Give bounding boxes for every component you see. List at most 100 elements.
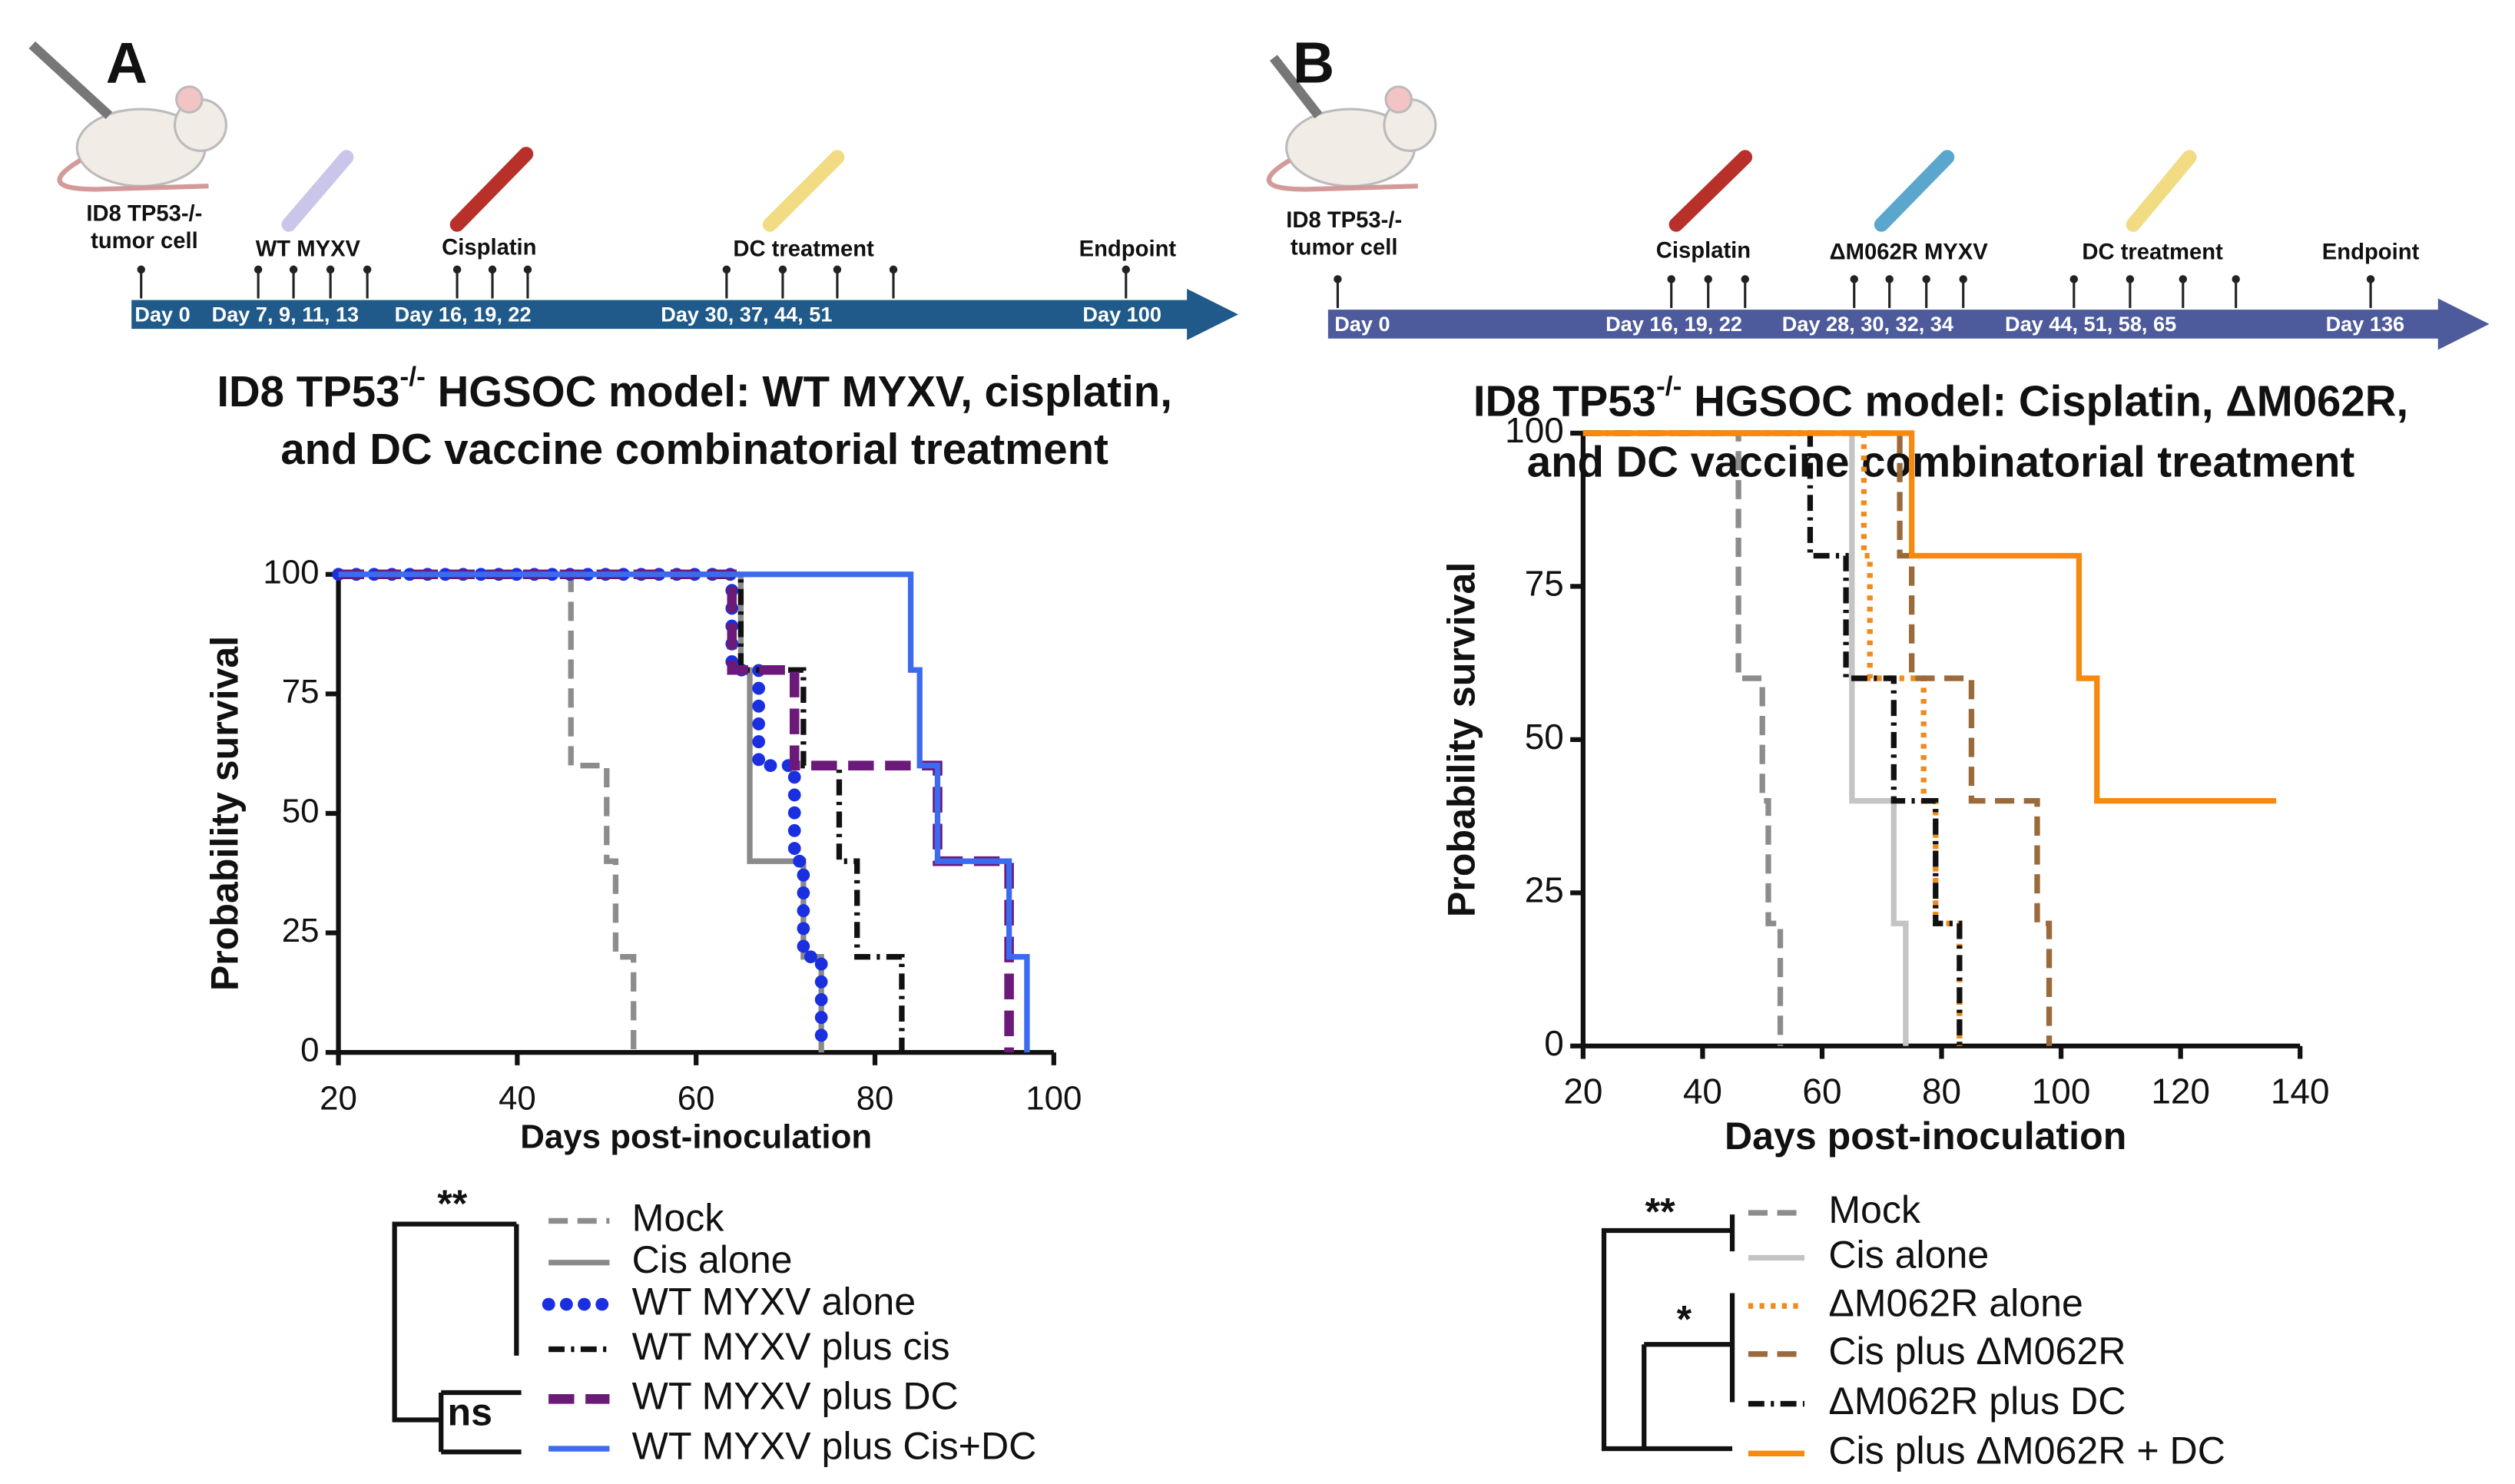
y-tick-label: 100	[1505, 410, 1564, 450]
x-tick-label: 80	[857, 1079, 894, 1117]
legend-label: Cis alone	[632, 1238, 793, 1281]
significance-label: **	[1645, 1190, 1675, 1233]
timeline-tick-dot	[833, 265, 842, 274]
x-tick-label: 60	[1802, 1072, 1841, 1111]
survival-curve	[338, 571, 1030, 1053]
timeline-tick-dot	[889, 265, 898, 274]
x-tick-label: 60	[678, 1079, 715, 1117]
x-tick-label: 80	[1922, 1072, 1961, 1111]
timeline-day-label: Day 16, 19, 22	[395, 303, 532, 326]
timeline-tick-dot	[289, 265, 298, 274]
timeline-arrow	[1327, 298, 2490, 350]
chart-title-part: -/-	[1656, 371, 1682, 402]
survival-curve	[338, 571, 637, 1053]
panel-label: B	[1293, 31, 1334, 95]
legend-label: Cis plus ΔM062R	[1828, 1330, 2126, 1373]
survival-curve	[1582, 430, 2277, 804]
legend-label: ΔM062R alone	[1828, 1281, 2083, 1324]
mouse-icon	[28, 41, 227, 192]
timeline-tick-dot	[326, 265, 335, 274]
chart-title-part: ID8 TP53	[217, 367, 399, 416]
timeline-day-label: Day 0	[134, 303, 190, 326]
y-tick-label: 50	[1525, 717, 1564, 757]
chart-title-part: HGSOC model: WT MYXV, cisplatin,	[426, 367, 1172, 416]
timeline-tick-dot	[2069, 275, 2079, 283]
timeline-label: DC treatment	[733, 237, 874, 262]
timeline-tick-dot	[1704, 275, 1712, 283]
timeline-tick-dot	[523, 265, 532, 274]
timeline-label: Cisplatin	[1656, 239, 1751, 263]
y-tick-label: 25	[282, 912, 320, 949]
timeline-tick-dot	[2366, 275, 2375, 283]
timeline-tick-dot	[253, 265, 263, 274]
timeline-tick-dot	[452, 265, 462, 274]
timeline-label: Cisplatin	[442, 235, 536, 260]
panel-label: A	[106, 31, 147, 95]
y-axis-label: Probability survival	[1440, 562, 1483, 917]
timeline-label: tumor cell	[91, 229, 198, 253]
timeline-tick-dot	[1122, 265, 1131, 274]
timeline-day-label: Day 16, 19, 22	[1605, 312, 1742, 336]
significance-label: *	[1677, 1297, 1692, 1340]
chart-title: and DC vaccine combinatorial treatment	[280, 425, 1108, 473]
timeline-tick-dot	[2232, 275, 2240, 283]
timeline-tick-dot	[722, 265, 731, 274]
x-tick-label: 140	[2271, 1072, 2330, 1111]
legend-label: WT MYXV plus Cis+DC	[632, 1424, 1037, 1467]
timeline-day-label: Day 28, 30, 32, 34	[1782, 312, 1953, 336]
timeline-day-label: Day 44, 51, 58, 65	[2005, 312, 2176, 336]
significance-label: **	[437, 1182, 467, 1225]
timeline-day-label: Day 136	[2326, 312, 2405, 336]
y-tick-label: 75	[1525, 564, 1564, 604]
legend-label: Cis plus ΔM062R + DC	[1828, 1429, 2225, 1472]
x-tick-label: 40	[499, 1079, 536, 1117]
legend-label: WT MYXV plus DC	[632, 1375, 959, 1418]
timeline-label: Endpoint	[2322, 240, 2420, 265]
timeline-arrow	[131, 288, 1238, 340]
chart-title: ID8 TP53-/- HGSOC model: WT MYXV, cispla…	[217, 361, 1172, 415]
mouse-icon	[1266, 55, 1437, 192]
significance-bracket	[392, 1221, 522, 1455]
timeline-tick-dot	[1959, 275, 1967, 283]
timeline-label: DC treatment	[2082, 240, 2223, 265]
timeline-label: tumor cell	[1291, 235, 1398, 260]
timeline-tick-dot	[1667, 275, 1675, 283]
legend-label: Mock	[632, 1197, 725, 1240]
y-tick-label: 25	[1525, 870, 1564, 909]
timeline-day-label: Day 7, 9, 11, 13	[212, 303, 360, 326]
y-tick-label: 100	[263, 553, 319, 591]
y-axis-label: Probability survival	[204, 636, 247, 991]
x-tick-label: 40	[1683, 1072, 1722, 1111]
timeline-tick-dot	[488, 265, 497, 274]
timeline-tick-dot	[363, 265, 372, 274]
legend-label: ΔM062R plus DC	[1828, 1380, 2126, 1423]
timeline-tick-dot	[1922, 275, 1930, 283]
timeline-tick-dot	[1741, 275, 1749, 283]
timeline-tick-dot	[137, 265, 145, 274]
x-tick-label: 100	[2032, 1072, 2091, 1111]
timeline-label: ID8 TP53-/-	[86, 202, 202, 227]
x-axis-label: Days post-inoculation	[520, 1118, 872, 1156]
x-tick-label: 100	[1026, 1079, 1082, 1117]
timeline-tick-dot	[1334, 275, 1342, 283]
significance-label: ns	[448, 1390, 492, 1433]
y-tick-label: 75	[282, 673, 320, 711]
legend-label: Mock	[1828, 1188, 1921, 1231]
timeline-tick-dot	[2179, 275, 2188, 283]
timeline-day-label: Day 100	[1082, 303, 1161, 326]
y-tick-label: 0	[300, 1032, 319, 1069]
x-axis-label: Days post-inoculation	[1725, 1115, 2126, 1158]
survival-curve	[1582, 430, 1963, 1046]
chart-title-part: HGSOC model: Cisplatin, ΔM062R,	[1682, 376, 2408, 425]
chart-title-part: ID8 TP53	[1473, 376, 1656, 425]
timeline-tick-dot	[1885, 275, 1894, 283]
legend-label: WT MYXV alone	[632, 1280, 916, 1323]
timeline-label: ID8 TP53-/-	[1286, 208, 1402, 233]
timeline-tick-dot	[2126, 275, 2135, 283]
timeline-label: WT MYXV	[256, 237, 361, 262]
timeline-day-label: Day 0	[1334, 312, 1390, 336]
timeline-day-label: Day 30, 37, 44, 51	[661, 303, 832, 326]
survival-curve	[1582, 430, 1784, 1046]
y-tick-label: 0	[1544, 1023, 1564, 1063]
